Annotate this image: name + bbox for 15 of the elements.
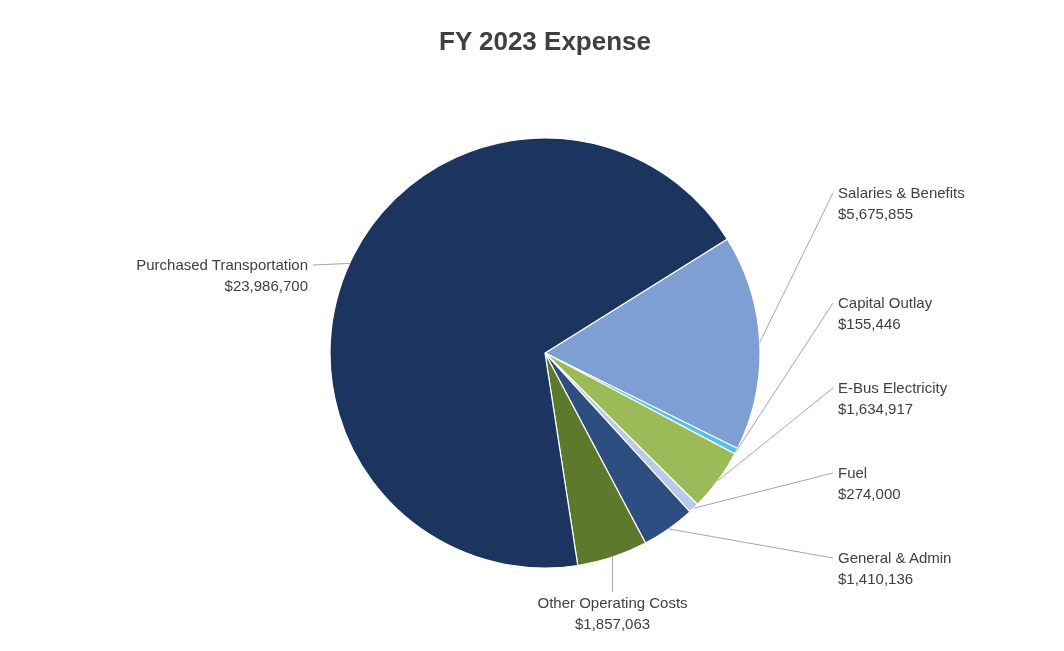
- data-label: $5,675,855: [838, 205, 914, 222]
- data-label: $274,000: [838, 485, 901, 502]
- slice-label: Fuel: [838, 464, 868, 481]
- data-label: $1,410,136: [838, 570, 914, 587]
- slice-label: Other Operating Costs: [537, 594, 688, 611]
- data-label: $1,634,917: [838, 400, 914, 417]
- slice-label: General & Admin: [838, 549, 952, 566]
- slice-label: Salaries & Benefits: [838, 184, 965, 201]
- chart-title: FY 2023 Expense: [439, 26, 651, 56]
- data-label: $23,986,700: [224, 277, 308, 294]
- data-label: $155,446: [838, 315, 901, 332]
- slice-label: Purchased Transportation: [136, 256, 308, 273]
- slice-label: Capital Outlay: [838, 294, 933, 311]
- data-label: $1,857,063: [575, 615, 651, 632]
- slice-label: E-Bus Electricity: [838, 379, 948, 396]
